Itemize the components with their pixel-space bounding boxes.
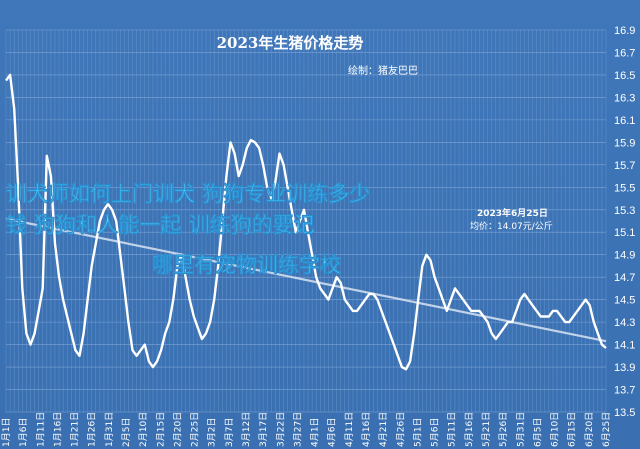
annotation-price: 均价：14.07元/公斤 bbox=[470, 220, 553, 232]
x-tick-label: 1月1日 bbox=[1, 418, 12, 447]
series-layer bbox=[5, 73, 607, 371]
y-tick-label: 14.7 bbox=[614, 272, 635, 284]
x-tick-label: 3月22日 bbox=[275, 412, 286, 447]
y-tick-label: 15.1 bbox=[614, 227, 635, 239]
x-tick-label: 5月6日 bbox=[430, 418, 441, 447]
x-tick-label: 4月6日 bbox=[327, 418, 338, 447]
x-tick-label: 6月25日 bbox=[601, 412, 612, 447]
x-tick-label: 6月15日 bbox=[567, 412, 578, 447]
x-tick-label: 2月5日 bbox=[121, 418, 132, 447]
y-tick-label: 14.5 bbox=[614, 295, 635, 307]
x-tick-label: 6月20日 bbox=[584, 412, 595, 447]
grid bbox=[5, 29, 607, 413]
x-tick-label: 5月31日 bbox=[515, 412, 526, 447]
y-tick-labels: 13.5 13.7 13.9 14.1 14.3 14.5 14.7 14.9 15.1 15.3… bbox=[614, 25, 635, 419]
x-tick-label: 1月16日 bbox=[52, 412, 63, 447]
trend-line bbox=[5, 217, 607, 343]
x-tick-label: 2月15日 bbox=[155, 412, 166, 447]
y-tick-label: 14.3 bbox=[614, 317, 635, 329]
y-tick-label: 15.7 bbox=[614, 160, 635, 172]
y-tick-label: 16.3 bbox=[614, 92, 635, 104]
y-tick-label: 14.9 bbox=[614, 250, 635, 262]
x-tick-label: 3月17日 bbox=[258, 412, 269, 447]
x-tick-label: 5月1日 bbox=[412, 418, 423, 447]
x-tick-label: 1月6日 bbox=[18, 418, 29, 447]
x-tick-label: 5月26日 bbox=[498, 412, 509, 447]
x-tick-label: 3月2日 bbox=[207, 418, 218, 447]
x-tick-label: 6月10日 bbox=[550, 412, 561, 447]
x-tick-label: 4月16日 bbox=[361, 412, 372, 447]
y-tick-label: 15.3 bbox=[614, 205, 635, 217]
overlay-text-line-1: 训犬师如何上门训犬 狗狗专业训练多少 bbox=[6, 182, 370, 206]
x-tick-label: 1月21日 bbox=[70, 412, 81, 447]
overlay-text-line-2: 钱 狗狗和人能一起 训练狗的要记 bbox=[6, 213, 315, 237]
chart-title: 2023年生猪价格走势 bbox=[217, 34, 364, 52]
chart-credit: 绘制：猪友巴巴 bbox=[348, 64, 418, 77]
x-tick-label: 4月1日 bbox=[310, 418, 321, 447]
y-tick-label: 13.9 bbox=[614, 362, 635, 374]
x-tick-label: 4月11日 bbox=[344, 412, 355, 447]
series-line bbox=[5, 73, 607, 371]
y-tick-label: 16.7 bbox=[614, 47, 635, 59]
x-tick-label: 4月26日 bbox=[395, 412, 406, 447]
x-tick-label: 2月25日 bbox=[190, 412, 201, 447]
x-tick-label: 1月26日 bbox=[87, 412, 98, 447]
x-tick-label: 2月10日 bbox=[138, 412, 149, 447]
x-tick-label: 1月31日 bbox=[104, 412, 115, 447]
y-tick-label: 16.9 bbox=[614, 25, 635, 37]
x-tick-label: 3月7日 bbox=[224, 418, 235, 447]
y-tick-label: 13.7 bbox=[614, 385, 635, 397]
x-tick-label: 5月16日 bbox=[464, 412, 475, 447]
x-tick-label: 1月11日 bbox=[35, 412, 46, 447]
x-tick-label: 2月20日 bbox=[172, 412, 183, 447]
x-tick-label: 5月21日 bbox=[481, 412, 492, 447]
y-tick-label: 14.1 bbox=[614, 340, 635, 352]
y-tick-label: 16.5 bbox=[614, 70, 635, 82]
y-tick-label: 16.1 bbox=[614, 115, 635, 127]
trend-layer bbox=[5, 217, 607, 343]
overlay-text-line-3: 哪里有宠物训练学校 bbox=[152, 253, 342, 277]
x-tick-label: 3月27日 bbox=[292, 412, 303, 447]
x-tick-label: 6月5日 bbox=[532, 418, 543, 447]
x-tick-labels: 1月1日 1月6日 1月11日 1月16日 1月21日 1月26日 1月31日 2月5日 2月1… bbox=[1, 412, 612, 447]
x-tick-label: 5月11日 bbox=[447, 412, 458, 447]
x-tick-label: 4月21日 bbox=[378, 412, 389, 447]
annotation-date: 2023年6月25日 bbox=[477, 207, 548, 219]
y-tick-label: 15.9 bbox=[614, 137, 635, 149]
x-tick-label: 3月12日 bbox=[241, 412, 252, 447]
y-tick-label: 13.5 bbox=[614, 407, 635, 419]
y-tick-label: 15.5 bbox=[614, 182, 635, 194]
